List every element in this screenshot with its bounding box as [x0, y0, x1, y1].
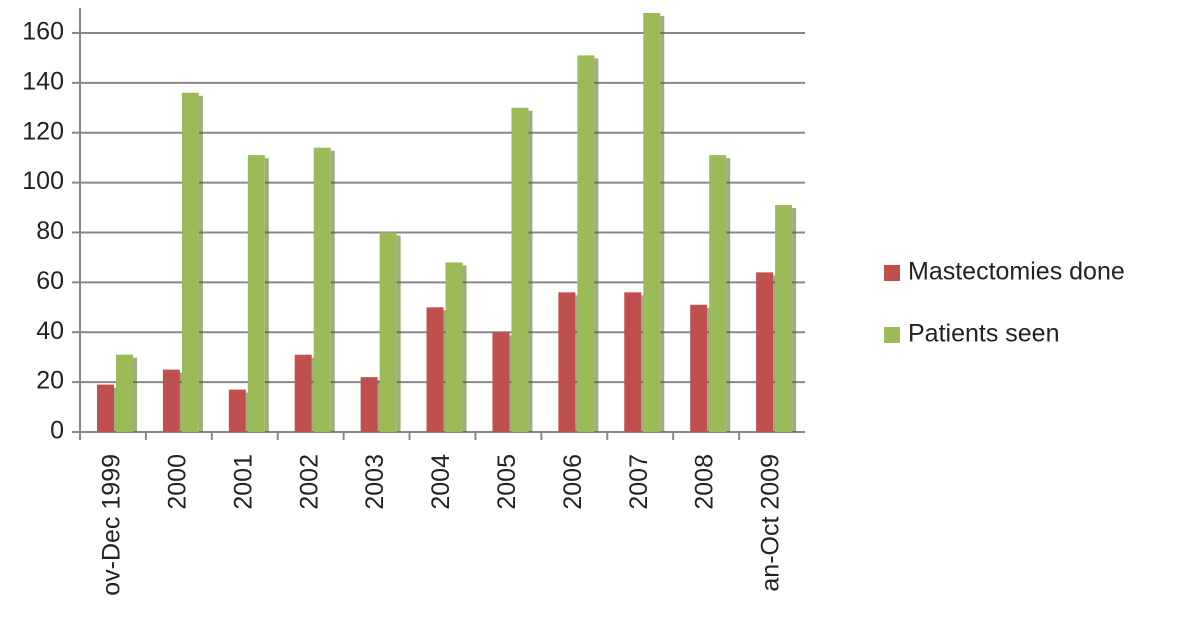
bar	[624, 292, 642, 432]
bar	[97, 384, 114, 432]
bar	[379, 232, 397, 432]
bar	[709, 155, 727, 432]
y-tick-label: 100	[22, 167, 64, 195]
bar	[294, 354, 312, 432]
bar	[426, 307, 444, 432]
bar	[445, 262, 463, 432]
x-tick-label: 2001	[229, 454, 257, 510]
y-tick-label: 40	[36, 317, 64, 345]
y-tick-label: 60	[36, 267, 64, 295]
bar-side	[330, 150, 335, 432]
bar-side	[594, 58, 599, 432]
bar	[511, 107, 529, 432]
x-tick-label: 2004	[427, 454, 455, 510]
bar	[360, 377, 378, 432]
bar-side	[726, 158, 731, 432]
x-tick-label: 2002	[295, 454, 323, 510]
bar	[313, 147, 331, 432]
y-tick-label: 80	[36, 217, 64, 245]
legend-label: Patients seen	[908, 320, 1060, 348]
bar	[492, 332, 510, 432]
y-tick-label: 140	[22, 67, 64, 95]
bar-side	[133, 357, 137, 432]
y-tick-label: 160	[22, 18, 64, 46]
legend-swatch	[884, 265, 900, 281]
x-tick-label: 2005	[493, 454, 521, 510]
bar	[775, 205, 793, 432]
x-tick-label: 2007	[625, 454, 653, 510]
legend-swatch	[884, 327, 900, 343]
bar	[228, 389, 246, 432]
bar-side	[528, 110, 533, 432]
y-tick-label: 0	[50, 417, 64, 445]
bar-side	[462, 265, 467, 432]
bar	[247, 155, 265, 432]
bar	[116, 354, 133, 432]
bar-side	[396, 235, 401, 432]
x-tick-label: 2003	[361, 454, 389, 510]
bar-side	[198, 95, 203, 433]
bar-side	[792, 208, 797, 432]
x-tick-label: an-Oct 2009	[757, 454, 785, 592]
x-tick-label: 2008	[691, 454, 719, 510]
x-tick-label: 2000	[163, 454, 191, 510]
bar	[181, 92, 199, 433]
bar-side	[660, 15, 665, 433]
y-tick-label: 20	[36, 367, 64, 395]
bar	[643, 12, 661, 433]
bar	[577, 55, 595, 432]
legend-label: Mastectomies done	[908, 258, 1125, 286]
x-tick-label: ov-Dec 1999	[98, 454, 126, 596]
bar	[162, 369, 180, 432]
bar	[756, 272, 774, 432]
bar	[690, 304, 708, 432]
bar-side	[264, 158, 269, 432]
x-tick-label: 2006	[559, 454, 587, 510]
y-tick-label: 120	[22, 117, 64, 145]
bar	[558, 292, 576, 432]
